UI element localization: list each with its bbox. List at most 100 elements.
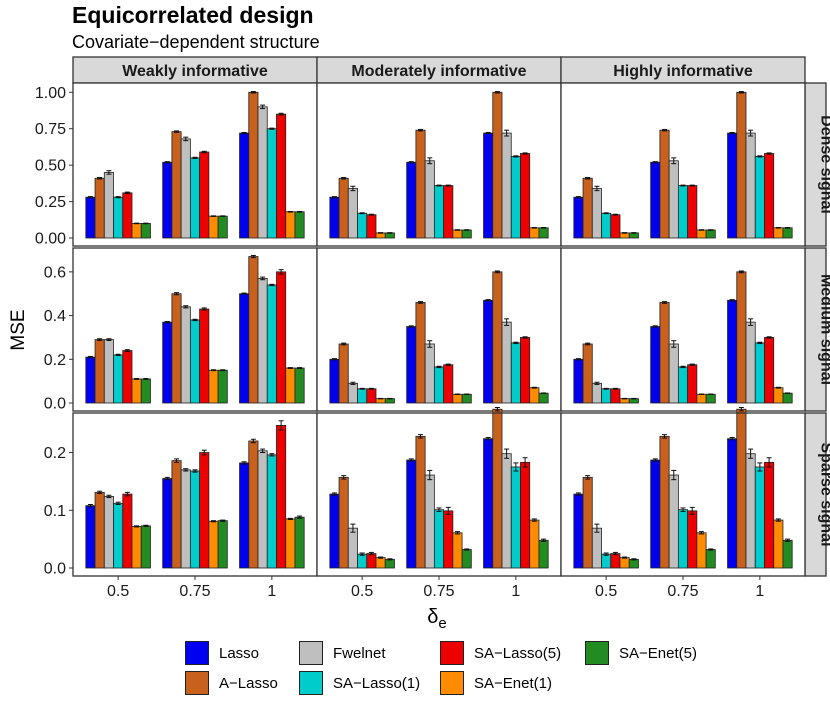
legend-label: SA−Lasso(1) bbox=[333, 674, 421, 692]
column-strip-label: Highly informative bbox=[613, 63, 753, 80]
bar bbox=[582, 476, 593, 569]
bar bbox=[483, 438, 494, 569]
bar bbox=[727, 438, 738, 569]
bar bbox=[492, 271, 503, 404]
bar bbox=[529, 519, 540, 569]
bar bbox=[773, 227, 784, 239]
bar bbox=[366, 553, 377, 569]
bar bbox=[140, 525, 151, 569]
legend: Lasso A−Lasso Fwelnet SA−Lasso(1) SA−Lasso(5… bbox=[185, 641, 745, 699]
y-tick-label: 0.00 bbox=[35, 231, 66, 248]
y-tick-label: 0.0 bbox=[44, 561, 66, 578]
bar bbox=[338, 177, 349, 239]
bar bbox=[573, 196, 584, 239]
bar bbox=[94, 491, 105, 569]
bar bbox=[424, 474, 435, 569]
bar bbox=[294, 211, 305, 239]
x-tick-label: 0.5 bbox=[107, 583, 129, 600]
bar bbox=[140, 378, 151, 404]
bar bbox=[443, 510, 454, 569]
bar bbox=[329, 358, 340, 404]
bar bbox=[113, 196, 124, 239]
bar bbox=[782, 392, 793, 404]
chart-title: Equicorrelated design bbox=[72, 2, 314, 28]
bar bbox=[415, 129, 426, 239]
column-strip-label: Weakly informative bbox=[122, 63, 268, 80]
bar bbox=[424, 160, 435, 239]
bar bbox=[140, 223, 151, 239]
legend-item: Fwelnet bbox=[299, 641, 386, 665]
bar bbox=[257, 450, 268, 569]
column-strip bbox=[72, 56, 318, 84]
legend-swatch bbox=[299, 671, 323, 695]
bar bbox=[266, 128, 277, 239]
legend-item: A−Lasso bbox=[185, 671, 278, 695]
y-tick-label: 0.2 bbox=[44, 445, 66, 462]
bar bbox=[687, 510, 698, 569]
bar bbox=[406, 459, 417, 569]
bar bbox=[773, 387, 784, 404]
bar bbox=[103, 496, 114, 569]
bar bbox=[510, 155, 521, 239]
bar bbox=[171, 460, 182, 569]
bar bbox=[650, 459, 661, 569]
legend-swatch bbox=[185, 641, 209, 665]
bar bbox=[248, 256, 259, 404]
bar bbox=[276, 424, 287, 569]
bar bbox=[591, 382, 602, 404]
bar bbox=[338, 476, 349, 569]
legend-swatch bbox=[440, 671, 464, 695]
bar bbox=[677, 366, 689, 404]
bar bbox=[573, 493, 584, 569]
bar bbox=[650, 161, 661, 239]
bar bbox=[85, 356, 96, 404]
bar bbox=[754, 466, 765, 569]
bar bbox=[180, 469, 191, 569]
y-tick-label: 0.1 bbox=[44, 503, 66, 520]
bar bbox=[659, 129, 670, 239]
panel-border bbox=[560, 82, 806, 247]
bar bbox=[696, 229, 707, 239]
bar bbox=[745, 132, 756, 239]
bar bbox=[461, 393, 472, 404]
y-tick-label: 0.50 bbox=[35, 158, 66, 175]
legend-item: Lasso bbox=[185, 641, 259, 665]
bar bbox=[162, 321, 173, 404]
bar bbox=[415, 435, 426, 569]
x-tick-label: 0.75 bbox=[179, 583, 210, 600]
bar bbox=[113, 354, 124, 404]
x-axis-label: δe bbox=[427, 606, 446, 632]
bar bbox=[668, 160, 679, 239]
x-tick-label: 0.5 bbox=[595, 583, 617, 600]
bar bbox=[131, 223, 142, 239]
bar bbox=[257, 106, 268, 239]
bar bbox=[452, 393, 463, 404]
legend-swatch bbox=[440, 641, 464, 665]
bar bbox=[520, 337, 531, 404]
y-tick-label: 0.4 bbox=[44, 308, 66, 325]
bar bbox=[736, 91, 747, 239]
bar bbox=[483, 299, 494, 404]
bar bbox=[217, 215, 228, 239]
bar bbox=[764, 153, 775, 239]
bar bbox=[538, 227, 549, 239]
x-axis-label-symbol: δ bbox=[427, 606, 438, 628]
bar bbox=[582, 177, 593, 239]
bar bbox=[131, 526, 142, 569]
bar bbox=[285, 211, 296, 239]
bar bbox=[773, 519, 784, 569]
bar bbox=[162, 478, 173, 569]
bar bbox=[276, 113, 287, 239]
bar bbox=[443, 364, 454, 404]
bar bbox=[94, 339, 105, 404]
legend-item: SA−Enet(5) bbox=[585, 641, 697, 665]
bar bbox=[294, 516, 305, 569]
bar bbox=[461, 229, 472, 239]
bar bbox=[501, 321, 512, 404]
row-strip-label: Medium signal bbox=[818, 274, 830, 385]
bar bbox=[171, 131, 182, 239]
bar bbox=[582, 343, 593, 404]
legend-item: SA−Lasso(1) bbox=[299, 671, 420, 695]
bar bbox=[501, 453, 512, 569]
bar bbox=[628, 558, 639, 569]
